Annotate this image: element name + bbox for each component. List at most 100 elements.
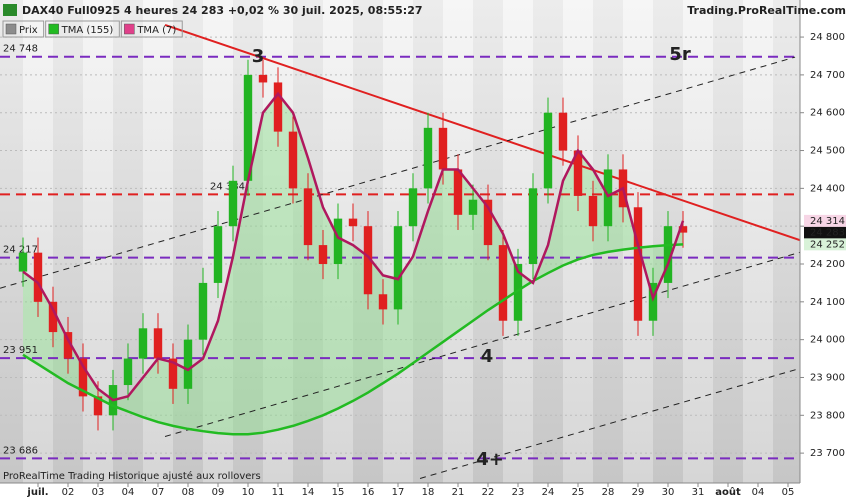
- candle-body: [438, 127, 448, 170]
- x-tick-label: 15: [332, 487, 345, 498]
- trend-line: [164, 251, 800, 437]
- x-tick-label: 21: [452, 487, 465, 498]
- candle-body: [33, 252, 43, 302]
- legend: Prix TMA (155) TMA (7): [2, 20, 183, 38]
- wave-label: 4: [481, 346, 494, 367]
- level-label: 24 384: [210, 181, 245, 192]
- axes: 23 700 23 800 23 900 24 000 24 100 24 200 24 3…: [26, 32, 846, 498]
- last-value-box: [804, 238, 846, 251]
- candle-body: [303, 188, 313, 246]
- last-value-label: 24 252: [810, 239, 845, 250]
- ma-line: [22, 243, 684, 436]
- legend-swatch: [124, 23, 135, 35]
- x-tick-label: août: [715, 486, 741, 498]
- legend-swatch: [48, 23, 59, 35]
- wave-label: 4+: [476, 449, 504, 470]
- day-stripe: [562, 0, 593, 483]
- candle-body: [573, 150, 583, 196]
- x-tick-label: 09: [212, 487, 225, 498]
- legend-swatch: [5, 23, 17, 35]
- x-tick-label: 14: [302, 487, 315, 498]
- candle-body: [648, 282, 658, 321]
- x-tick-label: 18: [422, 487, 435, 498]
- candle-body: [168, 358, 178, 389]
- wave-label: 5r: [669, 44, 691, 65]
- trend-line: [0, 56, 796, 289]
- x-tick-label: 24: [542, 487, 555, 498]
- day-stripe: [742, 0, 773, 483]
- candle-body: [543, 112, 553, 189]
- x-tick-label: 29: [632, 487, 645, 498]
- day-stripe: [772, 0, 803, 483]
- x-tick-label: 10: [242, 487, 255, 498]
- x-tick-label: 08: [182, 487, 195, 498]
- icon: [3, 4, 17, 16]
- legend-label: TMA (7): [136, 25, 176, 36]
- x-tick-label: 02: [62, 487, 75, 498]
- candle-body: [483, 199, 493, 246]
- day-stripe: [142, 0, 173, 483]
- candle-body: [528, 188, 538, 265]
- candle-body: [183, 339, 193, 389]
- level-label: 24 748: [3, 44, 38, 55]
- x-tick-label: 25: [572, 487, 585, 498]
- candle-body: [678, 226, 688, 233]
- y-tick-label: 24 500: [810, 146, 845, 157]
- legend-box: [120, 20, 183, 38]
- candle-body: [18, 252, 28, 272]
- day-stripe: [0, 0, 23, 483]
- y-tick-label: 24 600: [810, 108, 845, 119]
- day-stripe: [52, 0, 83, 483]
- plot-area: 24 748 24 384 24 217 23 951 23 686 3 5r 4 4+: [0, 24, 800, 479]
- candle-body: [93, 396, 103, 416]
- candle-body: [423, 127, 433, 189]
- x-tick-label: juil.: [26, 487, 48, 498]
- x-tick-label: 05: [782, 487, 795, 498]
- time-axis-bg: [0, 483, 800, 500]
- candle-body: [498, 245, 508, 321]
- candle-body: [153, 328, 163, 359]
- y-tick-label: 24 700: [810, 70, 845, 81]
- x-tick-label: 03: [92, 487, 105, 498]
- candle-body: [663, 226, 673, 283]
- candle-body: [378, 294, 388, 310]
- x-tick-label: 07: [152, 487, 165, 498]
- chart-title: DAX40 Full0925 4 heures 24 283 +0,02 % 3…: [22, 4, 423, 17]
- last-value-box: [804, 226, 846, 239]
- x-tick-label: 16: [362, 487, 375, 498]
- y-tick-label: 23 900: [810, 372, 845, 383]
- x-tick-label: 04: [122, 487, 135, 498]
- y-tick-label: 23 800: [810, 410, 845, 421]
- candle-body: [408, 188, 418, 227]
- footer: ProRealTime Trading Historique ajusté au…: [3, 470, 261, 482]
- wave-label: 3: [252, 46, 265, 67]
- candle-body: [588, 195, 598, 227]
- legend-box: [45, 20, 120, 38]
- source: Trading.ProRealTime.com: [687, 4, 846, 17]
- x-tick-label: 31: [692, 487, 705, 498]
- candle-body: [123, 358, 133, 386]
- level-label: 24 217: [3, 245, 38, 256]
- candle-body: [48, 301, 58, 333]
- y-tick-label: 24 100: [810, 297, 845, 308]
- candle-body: [288, 131, 298, 189]
- candle-body: [243, 74, 253, 181]
- candle-body: [363, 226, 373, 295]
- candle-body: [228, 180, 238, 227]
- candle-body: [318, 245, 328, 265]
- day-stripe: [502, 0, 533, 483]
- last-value-label: 24 283: [810, 228, 845, 239]
- candle-body: [138, 328, 148, 359]
- x-tick-label: 04: [752, 487, 765, 498]
- day-stripe: [712, 0, 743, 483]
- y-tick-label: 24 800: [810, 32, 845, 43]
- candle-body: [348, 218, 358, 227]
- day-stripe: [112, 0, 143, 483]
- legend-label: Prix: [19, 25, 38, 36]
- background: [0, 0, 803, 483]
- x-tick-label: 22: [482, 487, 495, 498]
- candle-body: [78, 358, 88, 397]
- legend-box: [2, 20, 45, 38]
- y-tick-label: 24 000: [810, 335, 845, 346]
